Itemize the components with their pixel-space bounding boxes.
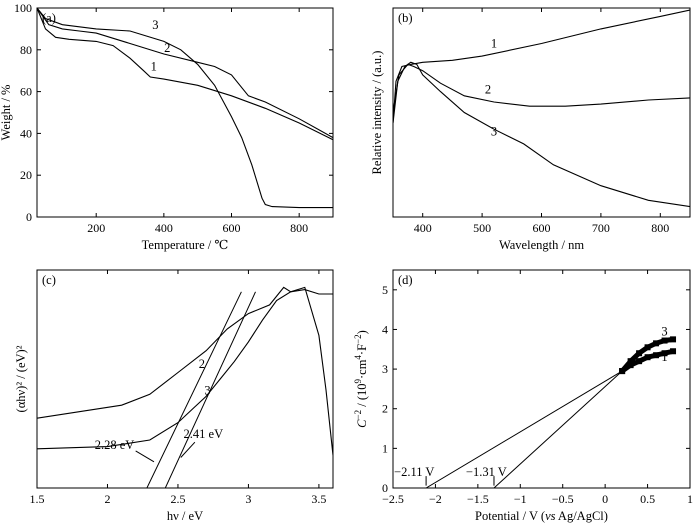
series-group bbox=[425, 336, 677, 488]
series-tangent-2-line bbox=[146, 291, 242, 488]
y-axis-label: Weight / % bbox=[0, 85, 13, 141]
y-tick-label: 5 bbox=[382, 283, 388, 297]
data-point bbox=[670, 336, 677, 343]
annotation-label: 2.28 eV bbox=[95, 438, 135, 452]
plot-frame bbox=[392, 269, 691, 489]
y-axis-label: Relative intensity / (a.u.) bbox=[370, 51, 384, 175]
annotation-label: 3 bbox=[152, 18, 158, 32]
panel-label: (b) bbox=[398, 11, 413, 25]
annotation-label: 2.41 eV bbox=[184, 427, 224, 441]
series-tangent-3-line bbox=[164, 291, 256, 488]
series-1-line bbox=[393, 9, 690, 124]
series-fit-3-line bbox=[493, 370, 623, 488]
series-group bbox=[37, 286, 333, 488]
annotation-label: 2 bbox=[199, 357, 205, 371]
x-tick-label: 400 bbox=[155, 221, 173, 235]
data-point bbox=[619, 368, 626, 375]
data-point bbox=[627, 358, 634, 365]
x-tick-label: 3 bbox=[245, 492, 251, 506]
x-tick-label: −1.5 bbox=[467, 492, 489, 506]
x-tick-label: 2.5 bbox=[170, 492, 185, 506]
panel-c: (c) 1.5 2 2.5 3 3.5 hν / eV (αhν)² / (eV)² 2 3 2.2… bbox=[14, 269, 334, 523]
series-1-line bbox=[37, 8, 333, 141]
panel-label: (d) bbox=[398, 273, 413, 287]
data-point bbox=[644, 344, 651, 351]
annotation-label: 3 bbox=[661, 324, 667, 338]
x-tick-label: 800 bbox=[651, 221, 669, 235]
data-point bbox=[627, 362, 634, 369]
panel-label: (c) bbox=[42, 273, 56, 287]
y-axis-label: (αhν)² / (eV)² bbox=[14, 345, 28, 412]
x-tick-label: 3.5 bbox=[311, 492, 326, 506]
x-tick-label: 0 bbox=[602, 492, 608, 506]
x-tick-label: 600 bbox=[223, 221, 241, 235]
x-tick-label: 2 bbox=[104, 492, 110, 506]
x-tick-label: 200 bbox=[87, 221, 105, 235]
annotation-label: 2 bbox=[164, 41, 170, 55]
x-tick-label: −1 bbox=[514, 492, 527, 506]
arrow-line bbox=[135, 450, 155, 463]
x-axis-label: hν / eV bbox=[167, 509, 203, 523]
arrow-line bbox=[180, 441, 196, 458]
data-point bbox=[644, 354, 651, 361]
annotation-label: −2.11 V bbox=[394, 465, 434, 479]
y-tick-label: 4 bbox=[382, 322, 388, 336]
y-tick-label: 20 bbox=[20, 168, 32, 182]
data-point bbox=[670, 348, 677, 355]
plot-frame bbox=[36, 269, 334, 489]
x-tick-label: −0.5 bbox=[552, 492, 574, 506]
y-tick-label: 40 bbox=[20, 126, 32, 140]
x-tick-label: 500 bbox=[473, 221, 491, 235]
y-tick-label: 60 bbox=[20, 85, 32, 99]
data-point bbox=[661, 337, 668, 344]
x-tick-label: 1.5 bbox=[30, 492, 45, 506]
panel-d: (d) −2.5 −2 −1.5 −1 −0.5 0 0.5 1 0 1 2 3 4 5 Potential … bbox=[353, 269, 693, 523]
y-tick-label: 100 bbox=[14, 1, 32, 15]
series-group bbox=[37, 8, 333, 209]
series-3-line bbox=[37, 8, 333, 209]
y-axis-label: C−2 / (109·cm4·F−2) bbox=[353, 330, 369, 428]
x-tick-label: 1 bbox=[687, 492, 693, 506]
y-tick-label: 0 bbox=[26, 210, 32, 224]
annotation-label: 3 bbox=[204, 383, 210, 397]
annotation-label: 1 bbox=[491, 37, 497, 51]
y-tick-label: 3 bbox=[382, 362, 388, 376]
series-2-line bbox=[37, 286, 333, 456]
x-tick-label: 0.5 bbox=[640, 492, 655, 506]
data-point bbox=[636, 358, 643, 365]
series-2-line bbox=[37, 8, 333, 139]
series-fit-1-line bbox=[425, 370, 623, 488]
x-axis-label: Temperature / ℃ bbox=[142, 238, 229, 252]
series-group bbox=[393, 9, 690, 208]
data-point bbox=[653, 340, 660, 347]
x-tick-label: −2 bbox=[429, 492, 442, 506]
data-point bbox=[661, 350, 668, 357]
y-tick-label: 80 bbox=[20, 43, 32, 57]
x-axis-label: Wavelength / nm bbox=[499, 238, 584, 252]
series-3-line bbox=[37, 289, 333, 450]
y-tick-label: 0 bbox=[382, 481, 388, 495]
x-tick-label: 700 bbox=[592, 221, 610, 235]
y-tick-label: 1 bbox=[382, 441, 388, 455]
data-point bbox=[653, 352, 660, 359]
annotation-label: 1 bbox=[661, 350, 667, 364]
x-tick-label: −2.5 bbox=[382, 492, 404, 506]
plot-frame bbox=[392, 7, 691, 218]
x-tick-label: 600 bbox=[533, 221, 551, 235]
series-3-line bbox=[393, 61, 690, 208]
panel-b: (b) 400 500 600 700 800 Wavelength / nm Relativ… bbox=[370, 7, 691, 252]
x-tick-label: 400 bbox=[414, 221, 432, 235]
plot-frame bbox=[36, 7, 334, 218]
annotation-label: 1 bbox=[151, 60, 157, 74]
annotation-label: −1.31 V bbox=[466, 465, 507, 479]
data-point bbox=[636, 350, 643, 357]
x-axis-label: Potential / V (vs Ag/AgCl) bbox=[475, 509, 608, 523]
annotation-label: 3 bbox=[491, 124, 497, 138]
annotation-label: 2 bbox=[485, 83, 491, 97]
x-tick-label: 800 bbox=[290, 221, 308, 235]
y-tick-label: 2 bbox=[382, 402, 388, 416]
